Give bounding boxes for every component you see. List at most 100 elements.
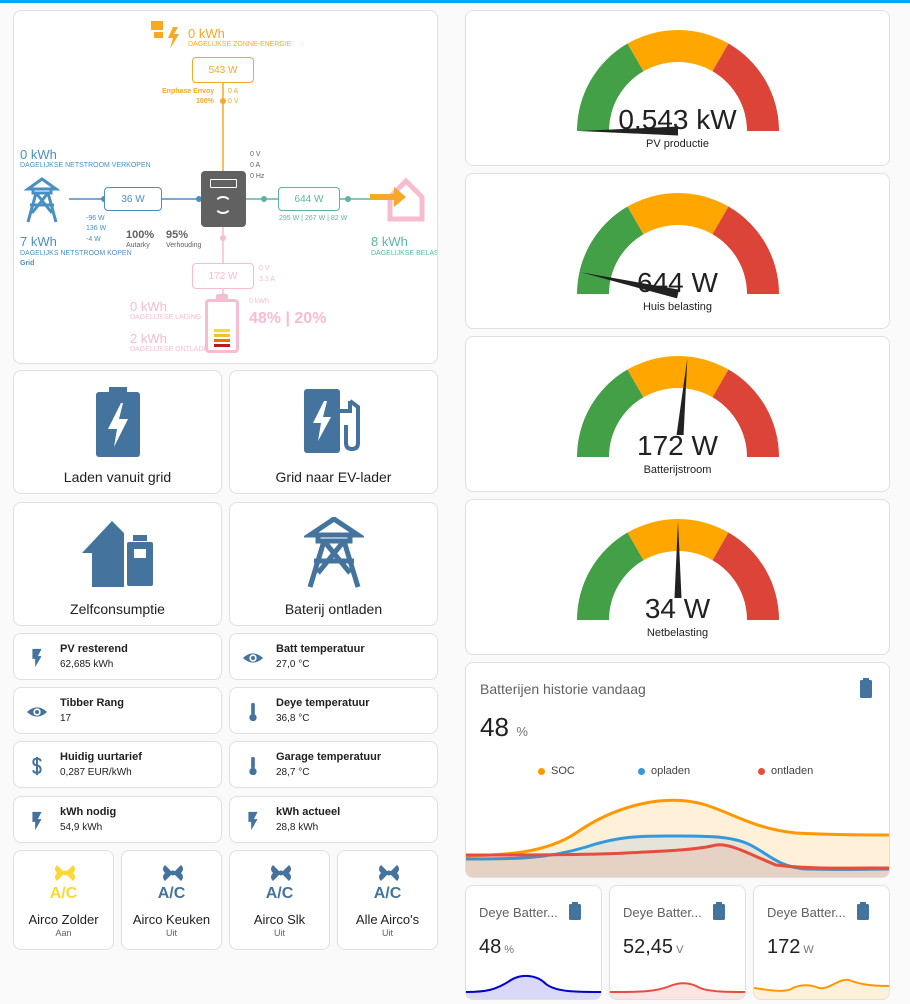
thermometer-icon [249, 756, 257, 776]
button-baterij-ontladen[interactable]: Baterij ontladen [229, 502, 438, 626]
sensor-sparkline [466, 974, 601, 999]
gauge-name: PV productie [646, 138, 709, 150]
airco-name: Airco Keuken [132, 912, 211, 927]
battery-amps: 3.3 A [259, 276, 275, 283]
airco-zolder-button[interactable]: A/C Airco Zolder Aan [13, 850, 114, 950]
home-battery-icon [81, 521, 154, 587]
series-ontladen-area [466, 844, 889, 877]
entity-batt-temperatuur[interactable]: Batt temperatuur 27,0 °C [229, 633, 438, 680]
gauge-netbelasting: 34 W Netbelasting [465, 499, 890, 655]
thermometer-icon [249, 702, 257, 722]
entity-state: 54,9 kWh [60, 822, 103, 833]
grid-power-value: 36 W [121, 193, 145, 205]
entity-name: Batt temperatuur [276, 643, 365, 655]
legend-ontladen[interactable]: ontladen [758, 765, 813, 777]
airco-slk-button[interactable]: A/C Airco Slk Uit [229, 850, 330, 950]
inverter-amps: 0 A [250, 162, 261, 169]
load-power-box: 644 W [278, 187, 340, 211]
grid-sold-label: DAGELIJKSE NETSTROOM VERKOPEN [20, 162, 151, 169]
flash-icon [32, 648, 42, 668]
gauge-segment [577, 43, 644, 131]
battery-side-value: 0 kWh [249, 298, 269, 305]
gauge-name: Batterijstroom [643, 464, 712, 476]
load-daily-label: DAGELIJKSE BELASTING [371, 250, 437, 257]
entity-state: 62,685 kWh [60, 659, 114, 670]
airco-state: Aan [55, 928, 72, 938]
sensor-name: Deye Batter... [479, 905, 558, 920]
legend-soc[interactable]: SOC [538, 765, 575, 777]
history-value: 48 % [480, 712, 528, 743]
battery-history-card[interactable]: Batterijen historie vandaag 48 % SOC opl… [465, 662, 890, 878]
button-label: Baterij ontladen [284, 601, 383, 617]
battery-charging-icon [95, 387, 140, 457]
sensor-value: 48% [479, 936, 514, 959]
inverter-hz: 0 Hz [250, 173, 265, 180]
grid-phase-2: 136 W [86, 225, 107, 232]
fan-icon [55, 865, 75, 881]
button-grid-naar-ev-lader[interactable]: Grid naar EV-lader [229, 370, 438, 494]
entity-huidig-uurtarief[interactable]: Huidig uurtarief 0,287 EUR/kWh [13, 741, 222, 788]
grid-name: Grid [20, 260, 35, 267]
sensor-card-soc[interactable]: Deye Batter... 48% [465, 885, 602, 1000]
entity-name: Huidig uurtarief [60, 751, 142, 763]
button-laden-vanuit-grid[interactable]: Laden vanuit grid [13, 370, 222, 494]
sensor-value-number: 48 [479, 936, 502, 958]
gauge-segment [712, 206, 779, 294]
solar-device-label: Enphase Envoy [162, 88, 215, 95]
sensor-value-unit: V [676, 944, 684, 956]
sensor-value: 172 W [767, 936, 814, 959]
grid-sold-value: 0 kWh [20, 147, 57, 162]
gauge-value: 644 W [637, 267, 718, 298]
autarky-label: Autarky [126, 242, 150, 249]
entity-name: PV resterend [60, 643, 128, 655]
ev-station-icon [303, 389, 360, 453]
sensor-card-power[interactable]: Deye Batter... 172 W [753, 885, 890, 1000]
gauge-batterijstroom: 172 W Batterijstroom [465, 336, 890, 492]
gauge-segment [712, 369, 779, 457]
battery-power-box: 172 W [192, 263, 254, 289]
entity-state: 28,8 kWh [276, 822, 319, 833]
entity-state: 28,7 °C [276, 767, 310, 778]
airco-state: Uit [274, 928, 285, 938]
sensor-card-voltage[interactable]: Deye Batter... 52,45 V [609, 885, 746, 1000]
gauge-name: Netbelasting [646, 627, 709, 639]
entity-state: 27,0 °C [276, 659, 310, 670]
inverter-icon [201, 171, 246, 227]
entity-kwh-actueel[interactable]: kWh actueel 28,8 kWh [229, 796, 438, 843]
gauge-huis-belasting: 644 W Huis belasting [465, 173, 890, 329]
legend-opladen[interactable]: opladen [638, 765, 690, 777]
button-label: Laden vanuit grid [63, 469, 172, 485]
solar-power-value: 543 W [208, 64, 238, 76]
sensor-value-unit: W [803, 944, 814, 956]
entity-name: kWh actueel [276, 806, 341, 818]
gauge-value: 0,543 kW [618, 104, 737, 135]
entity-tibber-rang[interactable]: Tibber Rang 17 [13, 687, 222, 734]
gauge-dial [577, 519, 779, 620]
sensor-name: Deye Batter... [767, 905, 846, 920]
entity-deye-temperatuur[interactable]: Deye temperatuur 36,8 °C [229, 687, 438, 734]
legend-dot [638, 767, 645, 775]
sensor-value: 52,45 V [623, 936, 683, 959]
fan-icon [271, 865, 291, 881]
flash-icon [248, 811, 258, 831]
sensor-value-number: 172 [767, 936, 801, 958]
gauge-needle [674, 521, 682, 598]
entity-name: Garage temperatuur [276, 751, 382, 763]
entity-state: 0,287 EUR/kWh [60, 767, 132, 778]
gauge-segment [627, 356, 729, 398]
gauge-needle [581, 272, 679, 299]
entity-garage-temperatuur[interactable]: Garage temperatuur 28,7 °C [229, 741, 438, 788]
entity-pv-resterend[interactable]: PV resterend 62,685 kWh [13, 633, 222, 680]
airco-alle-button[interactable]: A/C Alle Airco's Uit [337, 850, 438, 950]
button-zelfconsumptie[interactable]: Zelfconsumptie [13, 502, 222, 626]
sensor-sparkline [610, 982, 745, 999]
airco-keuken-button[interactable]: A/C Airco Keuken Uit [121, 850, 222, 950]
series-soc-area [466, 800, 889, 877]
gauge-value: 172 W [637, 430, 718, 461]
entity-kwh-nodig[interactable]: kWh nodig 54,9 kWh [13, 796, 222, 843]
legend-dot [538, 767, 545, 775]
battery-icon [860, 678, 872, 698]
eye-icon [26, 707, 48, 717]
solar-power-box: 543 W [192, 57, 254, 83]
ac-icon-text: A/C [265, 885, 294, 902]
